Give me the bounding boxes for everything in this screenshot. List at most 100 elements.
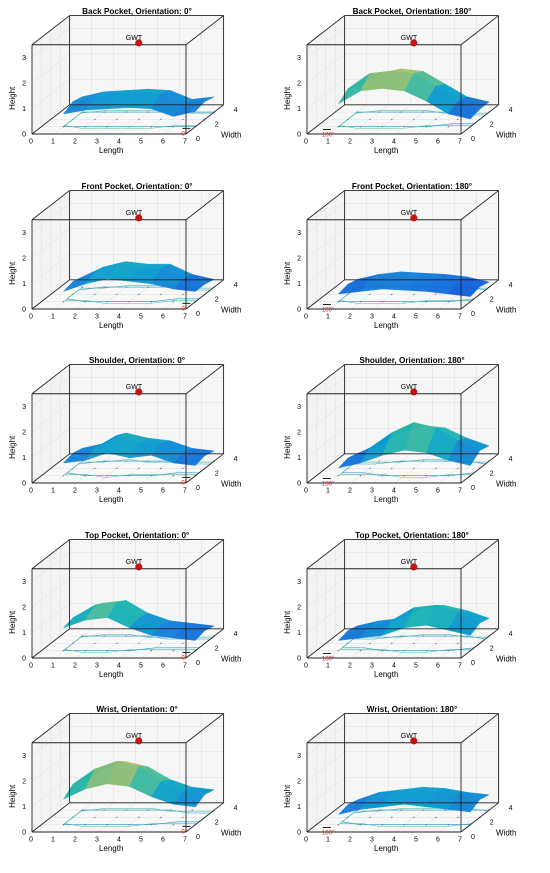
x-tick-label: 2 [348,139,352,146]
axes-box-edge [31,364,70,395]
x-tick-label: 4 [392,139,396,146]
chart-title: Wrist, Orientation: 0° [96,705,177,714]
floor-point [172,475,175,477]
y-axis-label: Width [221,305,241,314]
chart-panel: GWT 180° Top Pocket, Orientation: 180° 0 1 2 3… [275,524,550,698]
z-tick-label: 2 [22,604,26,611]
reference-label: 180° [322,307,335,313]
axes-box-edge [185,15,224,46]
x-tick-label: 4 [117,313,121,320]
floor-point [413,817,415,819]
floor-point [116,467,118,470]
z-axis-label: Height [8,435,17,459]
x-tick-label: 7 [458,662,462,669]
x-tick-label: 3 [95,313,99,320]
floor-point [413,118,415,121]
x-tick-label: 0 [29,488,33,495]
x-tick-label: 0 [29,837,33,844]
z-tick-label: 0 [22,830,26,837]
x-tick-label: 6 [436,488,440,495]
floor-point [160,817,162,819]
z-tick-label: 1 [22,106,26,113]
floor-point [359,649,362,652]
x-axis-label: Length [99,670,123,679]
z-axis-label: Height [283,261,292,285]
z-tick-label: 3 [297,230,301,237]
axes-box-edge [31,453,70,484]
z-tick-label: 3 [297,579,301,586]
surface-patch [172,453,206,466]
axes-box-edge [306,279,345,309]
z-tick-label: 2 [22,779,26,786]
x-axis-label: Length [374,844,398,853]
floor-point [172,824,175,826]
axes-box-edge [460,453,499,484]
y-tick-label: 2 [490,820,494,827]
y-tick-label: 4 [234,805,238,812]
x-tick-label: 4 [117,139,121,146]
x-tick-label: 0 [29,313,33,320]
x-tick-label: 0 [304,139,308,146]
floor-point [435,642,437,644]
x-tick-label: 6 [436,662,440,669]
surface-chart: GWT 180° Back Pocket, Orientation: 180° 0 1 2… [283,7,516,155]
floor-point [435,467,437,470]
surface-patch [448,440,481,466]
reference-label: 0° [181,481,187,487]
z-tick-label: 3 [22,55,26,62]
axes-box-edge [460,538,499,569]
floor-point [337,649,340,652]
surface-patch [172,627,206,641]
chart-title: Back Pocket, Orientation: 0° [82,7,192,16]
x-tick-label: 5 [139,488,143,495]
surface-chart: GWT 180° Wrist, Orientation: 180° 0 1 2 3 4 5 6 7 0… [283,705,516,853]
z-tick-label: 2 [22,430,26,437]
x-tick-label: 4 [392,837,396,844]
y-tick-label: 2 [215,820,219,827]
marker-label: GWT [401,35,418,42]
x-tick-label: 1 [326,313,330,320]
axes-box-edge [185,628,224,659]
z-axis-label: Height [283,784,292,808]
z-tick-label: 1 [297,630,301,637]
gwt-marker [410,39,418,47]
marker-label: GWT [126,384,143,391]
x-tick-label: 3 [370,837,374,844]
axes-box-edge [31,802,70,833]
marker-label: GWT [126,559,143,566]
floor-point [369,118,371,121]
x-tick-label: 0 [304,662,308,669]
axes-box-edge [185,538,224,569]
x-tick-label: 5 [139,662,143,669]
chart-panel: GWT 180° Shoulder, Orientation: 180° 0 1 2 3 4 5… [275,349,550,523]
y-axis-label: Width [221,130,241,139]
z-tick-label: 3 [297,55,301,62]
floor-point [413,642,415,644]
x-tick-label: 7 [458,837,462,844]
floor-point [413,293,415,295]
x-tick-label: 0 [304,837,308,844]
axes-box-edge [185,279,224,309]
x-tick-label: 7 [458,313,462,320]
surface-chart: GWT 0° Top Pocket, Orientation: 0° 0 1 2 3 4 5 6 7… [8,531,241,679]
y-tick-label: 4 [234,107,238,114]
x-tick-label: 3 [95,662,99,669]
x-tick-label: 1 [51,139,55,146]
axes-box-edge [31,628,70,659]
marker-label: GWT [401,209,418,216]
marker-label: GWT [401,733,418,740]
surface-patch [448,281,481,297]
axes-box-edge [31,538,70,569]
x-tick-label: 1 [326,662,330,669]
floor-point [457,642,459,644]
reference-label: 180° [322,482,335,488]
floor-point [182,817,184,819]
axes-box-edge [306,628,345,659]
x-tick-label: 4 [392,313,396,320]
reference-label: 0° [181,306,187,312]
floor-point [435,293,437,295]
x-tick-label: 1 [51,488,55,495]
floor-point [116,118,118,121]
axes-box-edge [306,364,345,395]
z-tick-label: 1 [22,455,26,462]
